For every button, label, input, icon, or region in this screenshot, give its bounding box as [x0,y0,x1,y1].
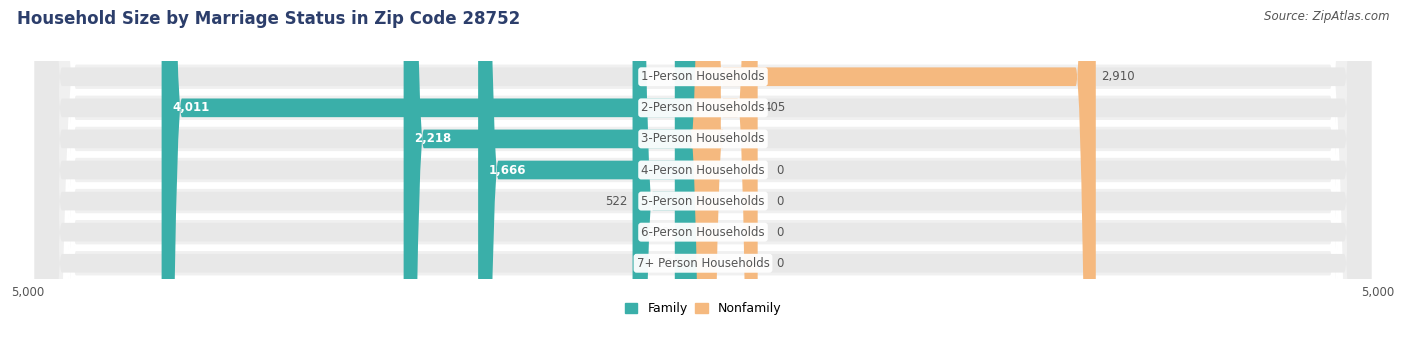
Text: 209: 209 [647,226,669,239]
Text: 2-Person Households: 2-Person Households [641,101,765,114]
FancyBboxPatch shape [35,0,1371,340]
Text: 2,218: 2,218 [415,132,451,146]
Text: 522: 522 [605,194,627,208]
Text: 124: 124 [658,257,681,270]
FancyBboxPatch shape [35,0,1371,340]
FancyBboxPatch shape [162,0,703,340]
FancyBboxPatch shape [35,0,1371,340]
FancyBboxPatch shape [675,0,703,340]
Legend: Family, Nonfamily: Family, Nonfamily [620,298,786,320]
Text: 0: 0 [776,226,783,239]
FancyBboxPatch shape [703,0,1095,340]
Text: 4-Person Households: 4-Person Households [641,164,765,176]
Text: 405: 405 [763,101,786,114]
FancyBboxPatch shape [683,0,706,340]
Text: 0: 0 [776,194,783,208]
FancyBboxPatch shape [35,0,1371,340]
Text: 2,910: 2,910 [1101,70,1135,83]
FancyBboxPatch shape [478,0,703,340]
Text: Household Size by Marriage Status in Zip Code 28752: Household Size by Marriage Status in Zip… [17,10,520,28]
FancyBboxPatch shape [703,0,758,340]
Text: Source: ZipAtlas.com: Source: ZipAtlas.com [1264,10,1389,23]
Text: 7+ Person Households: 7+ Person Households [637,257,769,270]
FancyBboxPatch shape [35,0,1371,340]
FancyBboxPatch shape [35,0,1371,340]
FancyBboxPatch shape [690,0,723,340]
FancyBboxPatch shape [35,0,1371,340]
Text: 5-Person Households: 5-Person Households [641,194,765,208]
Text: 4,011: 4,011 [173,101,209,114]
FancyBboxPatch shape [404,0,703,340]
Text: 1-Person Households: 1-Person Households [641,70,765,83]
FancyBboxPatch shape [35,0,1371,340]
FancyBboxPatch shape [35,0,1371,340]
Text: 56: 56 [716,132,731,146]
Text: 0: 0 [776,257,783,270]
Text: 1,666: 1,666 [489,164,526,176]
Text: 0: 0 [776,164,783,176]
FancyBboxPatch shape [35,0,1371,340]
FancyBboxPatch shape [35,0,1371,340]
Text: 3-Person Households: 3-Person Households [641,132,765,146]
FancyBboxPatch shape [35,0,1371,340]
FancyBboxPatch shape [35,0,1371,340]
FancyBboxPatch shape [35,0,1371,340]
Text: 6-Person Households: 6-Person Households [641,226,765,239]
FancyBboxPatch shape [633,0,703,340]
